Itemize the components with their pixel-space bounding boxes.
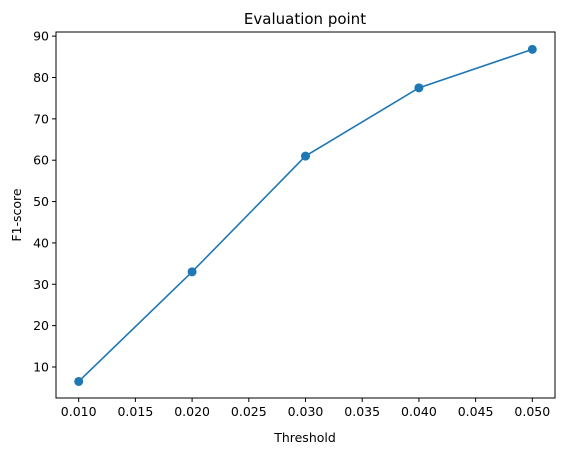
x-tick-label: 0.030 (288, 404, 324, 419)
plot-frame (55, 31, 556, 399)
data-point (187, 267, 197, 277)
y-tick-label: 60 (33, 153, 49, 168)
x-tick-label: 0.020 (174, 404, 210, 419)
x-tick-label: 0.040 (401, 404, 437, 419)
data-point (527, 44, 537, 54)
y-tick-label: 40 (33, 235, 49, 250)
chart-title: Evaluation point (244, 10, 366, 28)
x-tick-label: 0.050 (514, 404, 550, 419)
data-point (301, 151, 310, 161)
x-tick-label: 0.015 (117, 404, 153, 419)
x-tick-label: 0.035 (344, 404, 380, 419)
x-tick-label: 0.010 (61, 404, 97, 419)
x-axis-label: Threshold (273, 430, 336, 445)
y-tick-label: 80 (33, 70, 49, 85)
y-tick-label: 90 (33, 29, 49, 44)
y-axis-ticks: 10 20 30 40 50 60 70 80 90 (33, 29, 56, 374)
series-layer (74, 44, 537, 386)
y-axis-label: F1-score (9, 188, 24, 242)
data-point (74, 376, 84, 386)
y-tick-label: 30 (33, 277, 49, 292)
y-tick-label: 50 (33, 194, 49, 209)
y-tick-label: 10 (33, 359, 49, 374)
x-tick-label: 0.025 (231, 404, 267, 419)
data-point (414, 83, 424, 93)
y-tick-label: 70 (33, 111, 49, 126)
x-tick-label: 0.045 (458, 404, 494, 419)
x-axis-ticks: 0.010 0.015 0.020 0.025 0.030 0.035 0.040 0.045… (61, 398, 550, 419)
y-tick-label: 20 (33, 318, 49, 333)
